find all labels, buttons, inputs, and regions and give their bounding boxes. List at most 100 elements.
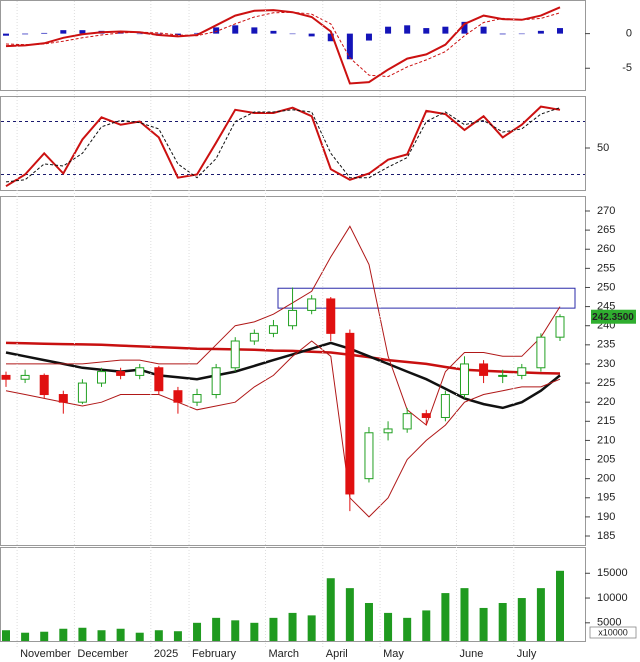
volume-bar: [422, 610, 431, 641]
y-tick-label: 225: [597, 377, 615, 389]
y-tick-label: 270: [597, 205, 615, 217]
volume-bar: [479, 607, 488, 641]
histogram-bar: [136, 33, 143, 35]
volume-bar: [384, 612, 393, 641]
x-tick-label: March: [268, 648, 299, 660]
candle-body: [288, 309, 298, 327]
y-tick-label: 200: [597, 473, 615, 485]
candle-body: [479, 363, 489, 376]
histogram-bar: [365, 33, 372, 41]
y-tick-label: 245: [597, 300, 615, 312]
volume-bar: [536, 588, 545, 641]
moving-average: [6, 225, 561, 426]
y-tick-label: 235: [597, 339, 615, 351]
histogram-bar: [423, 28, 430, 34]
volume-bar: [269, 617, 278, 641]
histogram-bar: [518, 33, 525, 35]
volume-bar: [403, 617, 412, 641]
volume-bar: [116, 628, 125, 641]
x-tick-label: December: [77, 648, 128, 660]
histogram-bar: [3, 33, 9, 36]
candle-body: [77, 382, 87, 403]
y-tick-label: 250: [597, 281, 615, 293]
volume-bar: [135, 632, 144, 641]
volume-bar: [498, 602, 507, 641]
y-tick-label: 265: [597, 224, 615, 236]
y-tick-label: 50: [597, 142, 609, 154]
histogram-bar: [404, 25, 411, 34]
stochastic-panel: [0, 96, 586, 191]
candle-body: [211, 367, 221, 396]
y-tick-label: 0: [626, 28, 632, 40]
y-tick-label: 230: [597, 358, 615, 370]
candle-body: [517, 367, 527, 376]
histogram-bar: [41, 32, 48, 34]
histogram-bar: [194, 32, 201, 34]
last-price-label: 242.3500: [592, 312, 634, 323]
candle-body: [326, 298, 336, 334]
volume-bar: [460, 588, 469, 641]
volume-bar: [307, 615, 316, 641]
y-tick-label: 205: [597, 453, 615, 465]
histogram-bar: [442, 26, 449, 34]
indicator-line: [5, 105, 561, 188]
candle-body: [268, 325, 278, 334]
volume-bar: [97, 630, 106, 641]
histogram-bar: [480, 26, 487, 34]
histogram-bar: [232, 25, 239, 34]
volume-bar: [21, 632, 30, 641]
y-tick-label: 5000: [597, 617, 621, 629]
candle-body: [192, 394, 202, 403]
y-tick-label: 195: [597, 492, 615, 504]
candle-body: [459, 363, 469, 396]
candle-body: [20, 374, 30, 380]
candle-body: [173, 390, 183, 403]
moving-average: [5, 340, 561, 518]
moving-average: [5, 341, 561, 410]
candle-body: [58, 394, 68, 403]
x-tick-label: 2025: [154, 648, 178, 660]
candle-body: [440, 394, 450, 418]
histogram-bar: [499, 33, 506, 35]
volume-bar: [193, 622, 202, 641]
volume-bar: [173, 631, 182, 641]
price-panel: [0, 196, 586, 546]
candle-body: [498, 374, 508, 377]
volume-bar: [212, 617, 221, 641]
volume-bar: [441, 593, 450, 641]
volume-bar: [556, 570, 564, 641]
candle-body: [249, 332, 259, 342]
y-tick-label: 255: [597, 262, 615, 274]
volume-bar: [231, 620, 240, 641]
unit-box: [589, 626, 637, 639]
histogram-bar: [557, 28, 563, 34]
histogram-bar: [346, 33, 353, 60]
histogram-bar: [308, 33, 315, 37]
candle-body: [402, 413, 412, 430]
histogram-bar: [174, 33, 181, 36]
last-price-box: [591, 309, 636, 324]
histogram-bar: [79, 30, 86, 34]
y-tick-label: 210: [597, 434, 615, 446]
resistance-zone: [277, 287, 576, 309]
volume-bar: [364, 602, 373, 641]
indicator-line: [5, 6, 561, 85]
histogram-bar: [537, 30, 544, 34]
candle-body: [135, 367, 145, 376]
volume-bar: [40, 631, 49, 641]
candle-body: [383, 428, 393, 434]
y-tick-label: 220: [597, 396, 615, 408]
volume-bar: [288, 612, 297, 641]
x-tick-label: May: [383, 648, 404, 660]
volume-bar: [345, 588, 354, 641]
histogram-bar: [213, 27, 220, 34]
indicator-line: [5, 11, 561, 78]
candle-body: [536, 336, 546, 369]
volume-bar: [250, 622, 259, 641]
candle-body: [97, 371, 107, 384]
y-tick-label: -5: [622, 62, 632, 74]
histogram-bar: [60, 30, 67, 34]
volume-panel: [0, 547, 586, 642]
candle-body: [154, 367, 164, 392]
